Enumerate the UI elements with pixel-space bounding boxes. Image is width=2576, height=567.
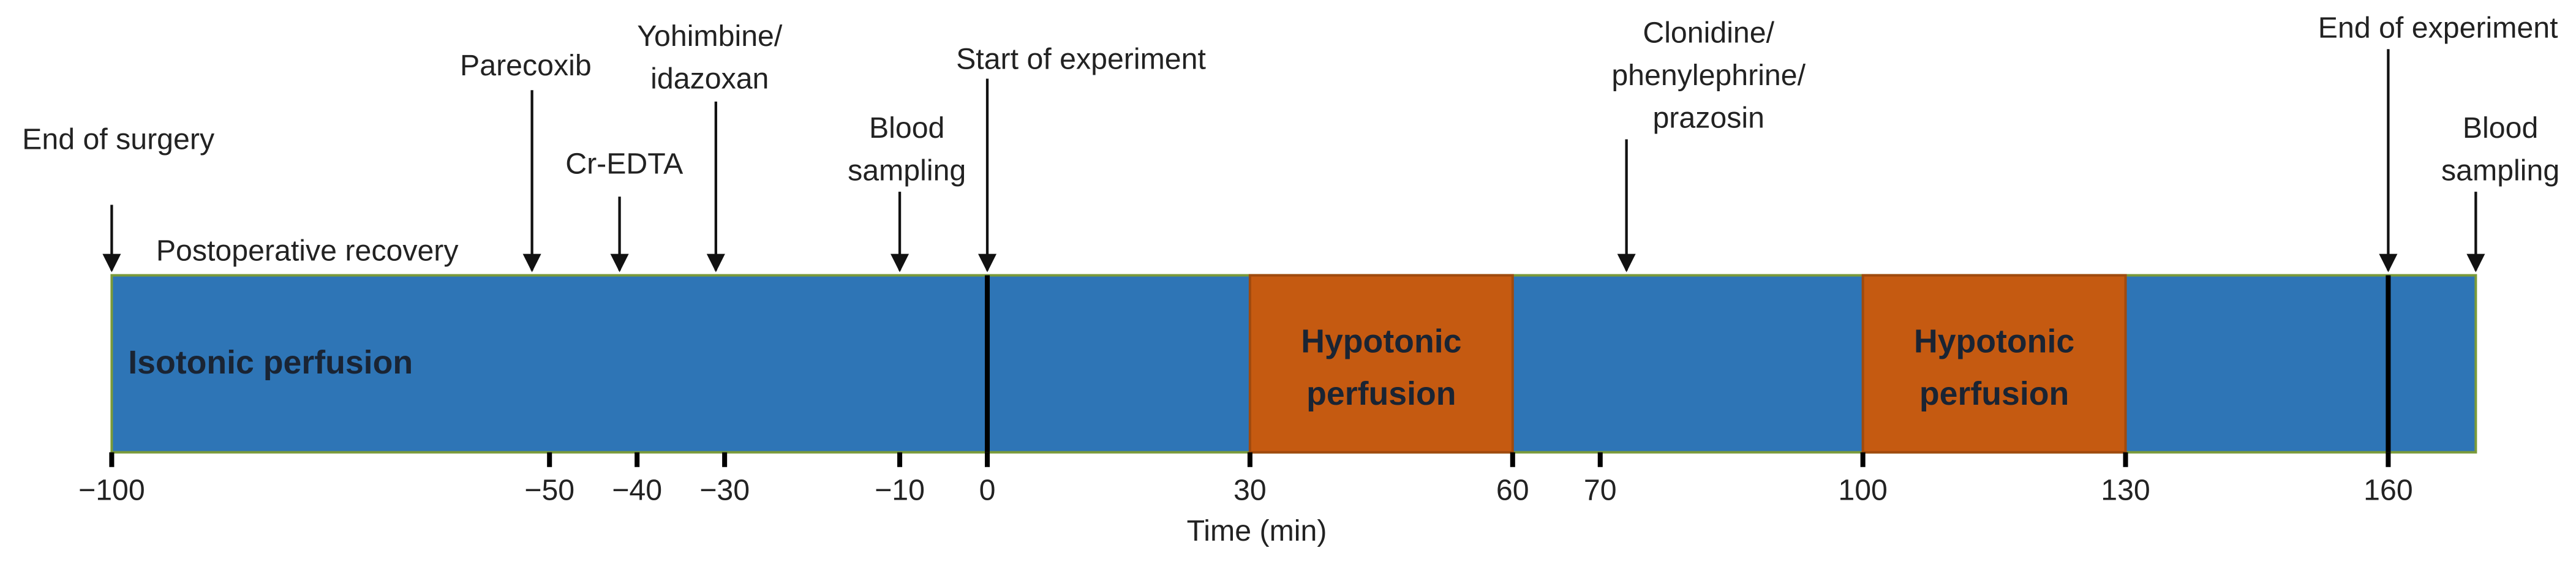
event-label: Start of experiment (956, 42, 1206, 75)
event-label: Blood (869, 111, 944, 145)
event-label: End of experiment (2318, 12, 2558, 45)
event-label: End of surgery (22, 123, 215, 156)
tick-label: 70 (1584, 473, 1617, 506)
tick-label: 130 (2101, 473, 2150, 506)
phase-label: Postoperative recovery (156, 235, 459, 268)
tick-label: −100 (78, 473, 145, 506)
segment-label: Hypotonic perfusion (1301, 323, 1461, 412)
tick-label: 160 (2363, 473, 2413, 506)
axis-label: Time (min) (1187, 514, 1327, 547)
event-label: prazosin (1652, 102, 1764, 135)
event-label: Parecoxib (460, 49, 592, 82)
segment (1248, 274, 1514, 454)
event-label: Cr-EDTA (565, 148, 684, 181)
tick-label: 100 (1838, 473, 1888, 506)
tick-label: 30 (1233, 473, 1267, 506)
segment-label: Isotonic perfusion (128, 344, 413, 381)
event-label: phenylephrine/ (1611, 59, 1806, 92)
tick-label: −10 (875, 473, 925, 506)
tick-label: −40 (612, 473, 662, 506)
event-label: Yohimbine/ (637, 20, 783, 53)
tick-label: −50 (524, 473, 574, 506)
event-label: sampling (848, 154, 966, 187)
event-label: Blood (2463, 111, 2538, 145)
segment (1861, 274, 2127, 454)
tick-label: −30 (699, 473, 750, 506)
event-label: Clonidine/ (1643, 17, 1774, 50)
tick-label: 60 (1496, 473, 1529, 506)
event-label: sampling (2441, 154, 2559, 187)
tick-label: 0 (979, 473, 996, 506)
event-label: idazoxan (650, 62, 769, 96)
segment-label: Hypotonic perfusion (1914, 323, 2074, 412)
